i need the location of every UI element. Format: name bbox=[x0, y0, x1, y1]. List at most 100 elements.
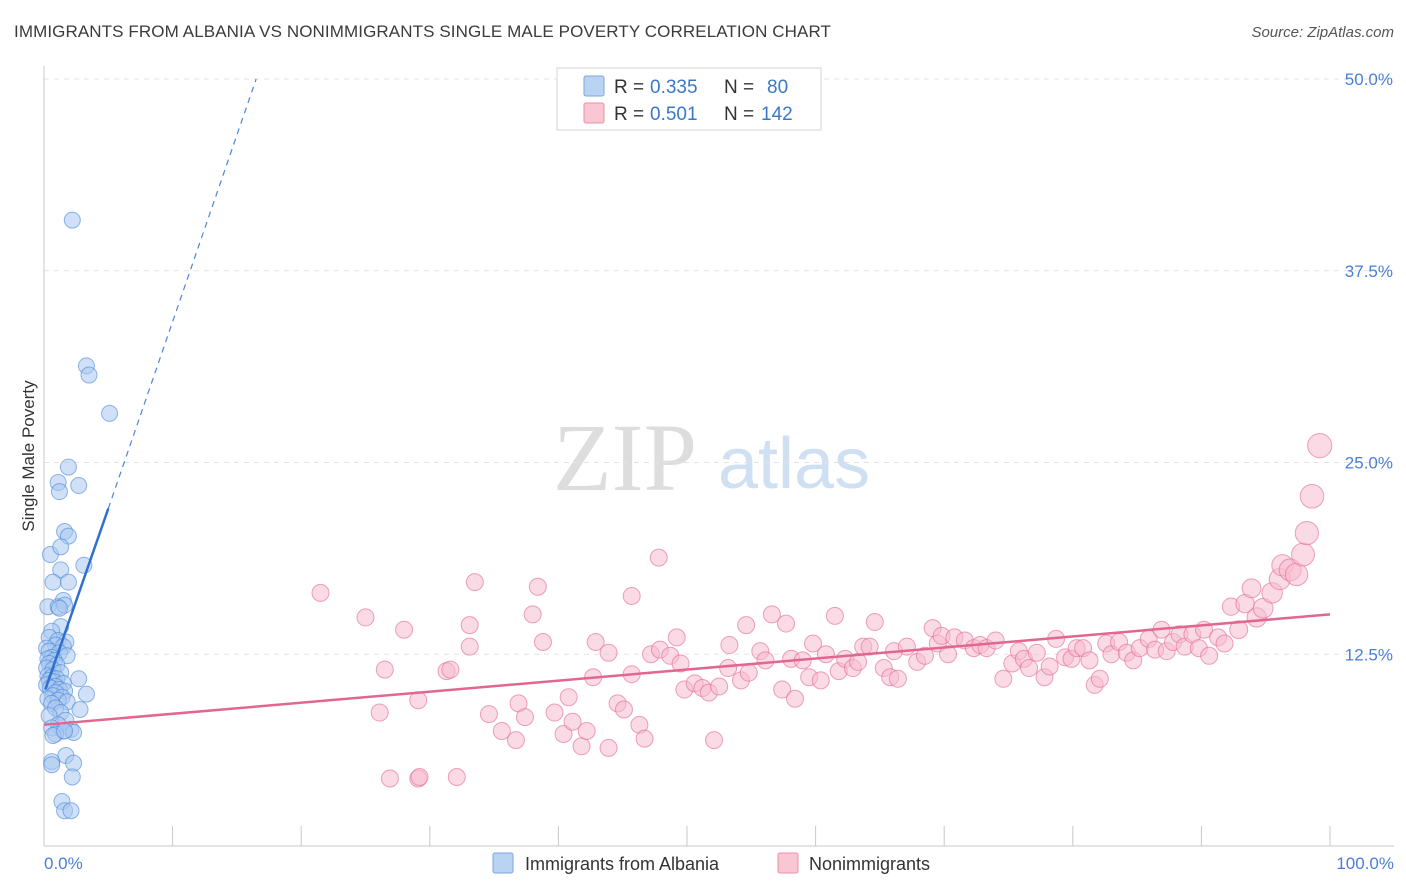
data-point bbox=[59, 573, 77, 591]
data-point bbox=[739, 663, 758, 682]
data-point bbox=[492, 721, 511, 740]
data-point bbox=[63, 768, 81, 786]
trend-line-pink bbox=[43, 613, 1331, 727]
data-point bbox=[888, 669, 907, 688]
data-point bbox=[1294, 520, 1319, 546]
x-axis-ticks bbox=[43, 826, 1331, 846]
data-point bbox=[811, 671, 830, 690]
data-point bbox=[1027, 643, 1046, 662]
data-point bbox=[559, 688, 578, 707]
data-point bbox=[720, 636, 739, 655]
data-point bbox=[50, 599, 68, 617]
data-point bbox=[786, 689, 805, 708]
legend-n-label-blue: N = bbox=[724, 77, 754, 98]
data-point bbox=[44, 573, 62, 591]
data-point bbox=[460, 637, 479, 656]
data-point bbox=[356, 608, 375, 627]
data-point bbox=[52, 538, 70, 556]
data-point bbox=[1299, 483, 1325, 509]
data-point bbox=[460, 616, 479, 635]
chart-title: IMMIGRANTS FROM ALBANIA VS NONIMMIGRANTS… bbox=[14, 22, 832, 41]
watermark-zip: ZIP bbox=[553, 404, 697, 511]
data-point bbox=[62, 802, 80, 820]
bottom-legend-label-pink: Nonimmigrants bbox=[809, 854, 930, 874]
data-point bbox=[897, 637, 916, 656]
data-point bbox=[599, 738, 618, 757]
legend-n-value-pink: 142 bbox=[761, 104, 793, 125]
data-point bbox=[1090, 669, 1109, 688]
data-point bbox=[773, 680, 792, 699]
series-immigrants-from-albania bbox=[38, 211, 119, 820]
data-point bbox=[599, 643, 618, 662]
correlation-legend: R = 0.335 N = 80 R = 0.501 N = 142 bbox=[556, 67, 822, 131]
data-point bbox=[865, 613, 884, 632]
data-point bbox=[56, 722, 74, 740]
trend-lines bbox=[43, 78, 1331, 727]
y-tick-label: 37.5% bbox=[1345, 262, 1393, 281]
data-point bbox=[77, 685, 95, 703]
bottom-legend-label-blue: Immigrants from Albania bbox=[525, 854, 720, 874]
data-point bbox=[515, 708, 534, 727]
data-point bbox=[545, 703, 564, 722]
data-point bbox=[465, 573, 484, 592]
data-point bbox=[479, 705, 498, 724]
data-point bbox=[1200, 646, 1219, 665]
data-point bbox=[1284, 562, 1309, 587]
data-point bbox=[1080, 651, 1099, 670]
data-point bbox=[804, 634, 823, 653]
data-point bbox=[447, 767, 466, 786]
data-point bbox=[756, 651, 775, 670]
legend-swatch-pink bbox=[583, 102, 605, 124]
legend-swatch-blue bbox=[583, 75, 605, 97]
data-point bbox=[777, 614, 796, 633]
legend-r-value-blue: 0.335 bbox=[650, 77, 698, 98]
data-point bbox=[816, 645, 835, 664]
legend-r-label-blue: R = bbox=[614, 77, 644, 98]
data-point bbox=[1020, 659, 1039, 678]
legend-n-label-pink: N = bbox=[724, 104, 754, 125]
legend-r-value-pink: 0.501 bbox=[650, 104, 698, 125]
data-point bbox=[825, 606, 844, 625]
data-point bbox=[762, 605, 781, 624]
trend-line-blue bbox=[44, 508, 110, 690]
data-point bbox=[915, 646, 934, 665]
data-point bbox=[705, 731, 724, 750]
data-point bbox=[994, 669, 1013, 688]
data-point bbox=[635, 729, 654, 748]
data-point bbox=[1040, 657, 1059, 676]
data-point bbox=[572, 737, 591, 756]
x-tick-label-min: 0.0% bbox=[44, 854, 83, 873]
data-point bbox=[70, 477, 88, 495]
watermark-atlas: atlas bbox=[718, 424, 870, 504]
data-point bbox=[1307, 433, 1333, 459]
y-tick-labels: 12.5% 25.0% 37.5% 50.0% bbox=[1345, 70, 1393, 664]
data-point bbox=[52, 561, 70, 579]
data-point bbox=[1229, 620, 1249, 640]
data-point bbox=[506, 731, 525, 750]
data-point bbox=[410, 767, 429, 786]
bottom-legend-swatch-pink bbox=[777, 852, 799, 874]
data-point bbox=[614, 700, 633, 719]
data-point bbox=[101, 404, 119, 422]
data-point bbox=[939, 645, 958, 664]
data-point bbox=[441, 660, 460, 679]
data-point bbox=[311, 583, 330, 602]
data-point bbox=[671, 654, 690, 673]
data-point bbox=[986, 631, 1005, 650]
data-point bbox=[649, 548, 668, 567]
data-point bbox=[528, 577, 547, 596]
data-point bbox=[71, 700, 89, 718]
data-point bbox=[59, 458, 77, 476]
series-legend: Immigrants from Albania Nonimmigrants bbox=[492, 852, 930, 874]
series-nonimmigrants bbox=[311, 433, 1333, 788]
data-point bbox=[50, 483, 68, 501]
data-point bbox=[80, 366, 98, 384]
gridlines bbox=[44, 78, 1394, 655]
data-point bbox=[719, 659, 738, 678]
data-point bbox=[554, 725, 573, 744]
data-point bbox=[63, 211, 81, 229]
data-point bbox=[523, 605, 542, 624]
source-credit: Source: ZipAtlas.com bbox=[1251, 24, 1394, 41]
bottom-legend-swatch-blue bbox=[492, 852, 514, 874]
